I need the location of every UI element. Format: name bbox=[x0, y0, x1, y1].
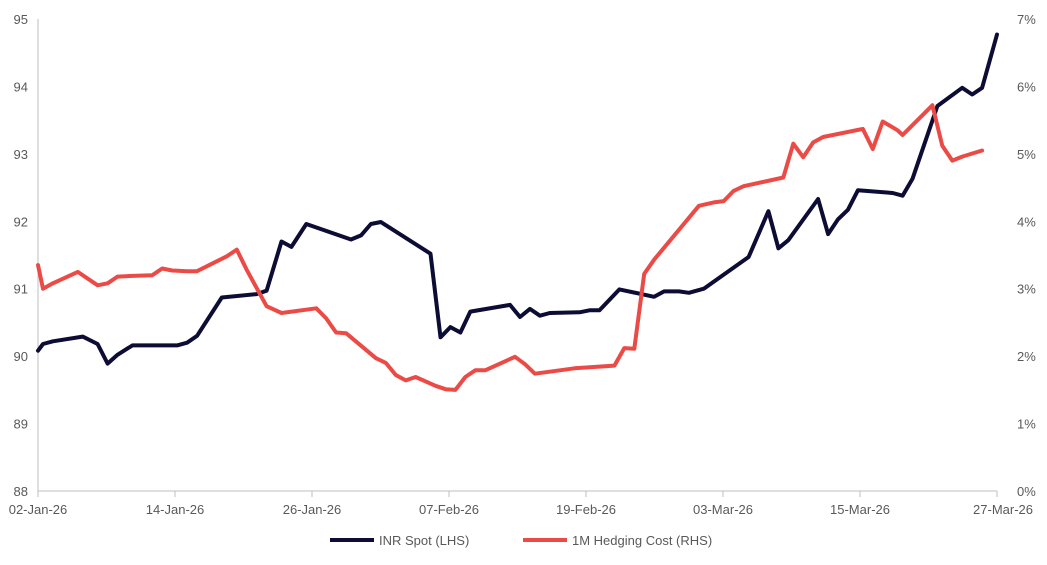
x-tick-label: 27-Mar-26 bbox=[973, 502, 1033, 517]
left-y-tick-label: 94 bbox=[14, 79, 28, 94]
x-axis-tick-labels: 02-Jan-26 14-Jan-26 26-Jan-26 07-Feb-26 … bbox=[9, 502, 1033, 517]
left-y-tick-label: 89 bbox=[14, 417, 28, 432]
left-y-tick-label: 88 bbox=[14, 484, 28, 499]
hedging-cost-line bbox=[36, 103, 985, 392]
x-tick-label: 26-Jan-26 bbox=[283, 502, 342, 517]
right-y-tick-label: 2% bbox=[1017, 349, 1036, 364]
inr-spot-line bbox=[36, 32, 999, 366]
legend-label-hedging-cost: 1M Hedging Cost (RHS) bbox=[572, 533, 712, 548]
x-tick-label: 07-Feb-26 bbox=[419, 502, 479, 517]
right-y-tick-label: 1% bbox=[1017, 417, 1036, 432]
right-y-tick-label: 6% bbox=[1017, 79, 1036, 94]
left-y-tick-label: 95 bbox=[14, 12, 28, 27]
x-tick-label: 02-Jan-26 bbox=[9, 502, 68, 517]
right-y-tick-label: 4% bbox=[1017, 214, 1036, 229]
left-y-tick-label: 93 bbox=[14, 147, 28, 162]
x-tick-label: 19-Feb-26 bbox=[556, 502, 616, 517]
right-y-tick-label: 0% bbox=[1017, 484, 1036, 499]
left-y-tick-label: 90 bbox=[14, 349, 28, 364]
legend-label-inr-spot: INR Spot (LHS) bbox=[379, 533, 469, 548]
left-y-tick-label: 92 bbox=[14, 214, 28, 229]
left-y-axis-tick-labels: 88 89 90 91 92 93 94 95 bbox=[14, 12, 28, 499]
right-y-tick-label: 3% bbox=[1017, 282, 1036, 297]
series-lines bbox=[36, 32, 999, 392]
x-tick-label: 14-Jan-26 bbox=[146, 502, 205, 517]
right-y-tick-label: 5% bbox=[1017, 147, 1036, 162]
left-y-tick-label: 91 bbox=[14, 282, 28, 297]
x-tick-label: 03-Mar-26 bbox=[693, 502, 753, 517]
right-y-tick-label: 7% bbox=[1017, 12, 1036, 27]
right-y-axis-tick-labels: 0% 1% 2% 3% 4% 5% 6% 7% bbox=[1017, 12, 1036, 499]
x-tick-label: 15-Mar-26 bbox=[830, 502, 890, 517]
axes bbox=[37, 19, 998, 497]
legend: INR Spot (LHS) 1M Hedging Cost (RHS) bbox=[330, 533, 712, 548]
